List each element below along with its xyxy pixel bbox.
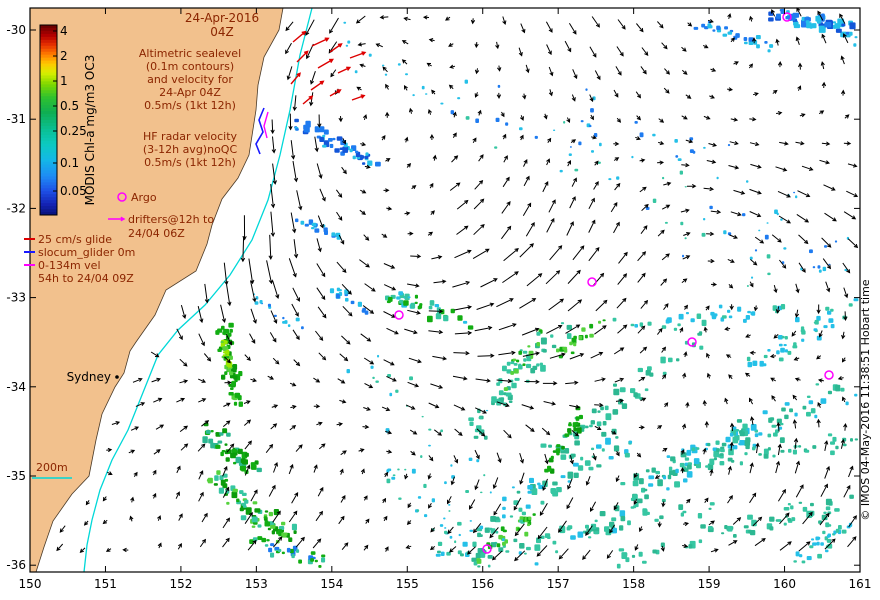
plot-frame-layer: 150 151 152 153 154 155 156 157 158 159 160 161 -30 -… (6, 7, 872, 591)
x-tick-label: 154 (320, 577, 343, 591)
x-tick-label: 156 (471, 577, 494, 591)
argo-float-marker (482, 544, 492, 554)
land-layer (30, 7, 284, 573)
velocity-arrow-layer (56, 7, 859, 562)
colorbar-title: MODIS Chl-a mg/m3 OC3 (83, 55, 97, 206)
copyright-text: © IMOS 04-May-2016 11:38:51 Hobart time (859, 279, 872, 520)
legend-altimetric-line: (0.1m contours) (146, 60, 234, 73)
x-tick-label: 153 (245, 577, 268, 591)
y-tick-label: -33 (6, 291, 26, 305)
y-tick-label: -34 (6, 380, 26, 394)
argo-float-marker (394, 310, 404, 320)
colorbar-tick-label: 4 (60, 24, 68, 38)
depth-contour-layer (32, 7, 313, 573)
legend-drifter-line: drifters@12h to (128, 213, 214, 226)
x-tick-label: 160 (773, 577, 796, 591)
x-tick-label: 158 (622, 577, 645, 591)
colorbar-tick-label: 0.25 (60, 124, 87, 138)
map-title-time: 04Z (210, 25, 234, 39)
legend-altimetric-line: 24-Apr 04Z (159, 86, 221, 99)
argo-float-marker (587, 277, 597, 287)
legend-hf-line: (3-12h avg)noQC (143, 143, 238, 156)
map-title-date: 24-Apr-2016 (185, 11, 259, 25)
legend-altimetric-line: 0.5m/s (1kt 12h) (144, 99, 236, 112)
chlorophyll-layer (202, 8, 859, 569)
colorbar-tick-label: 1 (60, 74, 68, 88)
colorbar-tick-label: 0.1 (60, 156, 79, 170)
colorbar-tick-label: 2 (60, 49, 68, 63)
argo-float-marker (687, 337, 697, 347)
colorbar: 4 2 1 0.5 0.25 0.1 0.05 (39, 24, 87, 216)
legend-hf-line: 0.5m/s (1kt 12h) (144, 156, 236, 169)
velocity-arrow-field (56, 7, 859, 562)
colorbar-tick-label: 0.05 (60, 184, 87, 198)
x-tick-label: 155 (396, 577, 419, 591)
argo-float-marker (782, 12, 792, 22)
argo-float-marker (824, 370, 834, 380)
y-tick-label: -35 (6, 469, 26, 483)
x-tick-label: 159 (698, 577, 721, 591)
x-tick-label: 151 (94, 577, 117, 591)
sydney-label: Sydney (67, 370, 111, 384)
x-tick-label: 157 (547, 577, 570, 591)
legend-glider-line: 0-134m vel (38, 259, 101, 272)
legend-glider-line: 54h to 24/04 09Z (38, 272, 134, 285)
glider-track-layer (108, 107, 269, 222)
colorbar-tick-label: 0.5 (60, 99, 79, 113)
legend-altimetric-line: Altimetric sealevel (139, 47, 241, 60)
legend-drifter-line: 24/04 06Z (128, 227, 185, 240)
legend-glider-line: slocum_glider 0m (38, 246, 135, 259)
x-tick-label: 150 (19, 577, 42, 591)
depth-contour-label: 200m (36, 461, 68, 474)
x-tick-label: 152 (169, 577, 192, 591)
y-tick-label: -30 (6, 23, 26, 37)
hf-radar-arrow-layer (290, 30, 367, 105)
sydney-marker-icon (115, 375, 119, 379)
legend-hf-line: HF radar velocity (143, 130, 238, 143)
legend-argo-label: Argo (131, 191, 157, 204)
x-tick-label: 161 (849, 577, 872, 591)
y-tick-label: -32 (6, 201, 26, 215)
argo-legend-icon (117, 192, 127, 202)
legend-altimetric-line: and velocity for (147, 73, 233, 86)
y-tick-label: -31 (6, 112, 26, 126)
legend-glider-line: 25 cm/s glide (38, 233, 112, 246)
argo-marker-layer (394, 12, 834, 554)
y-tick-label: -36 (6, 558, 26, 572)
